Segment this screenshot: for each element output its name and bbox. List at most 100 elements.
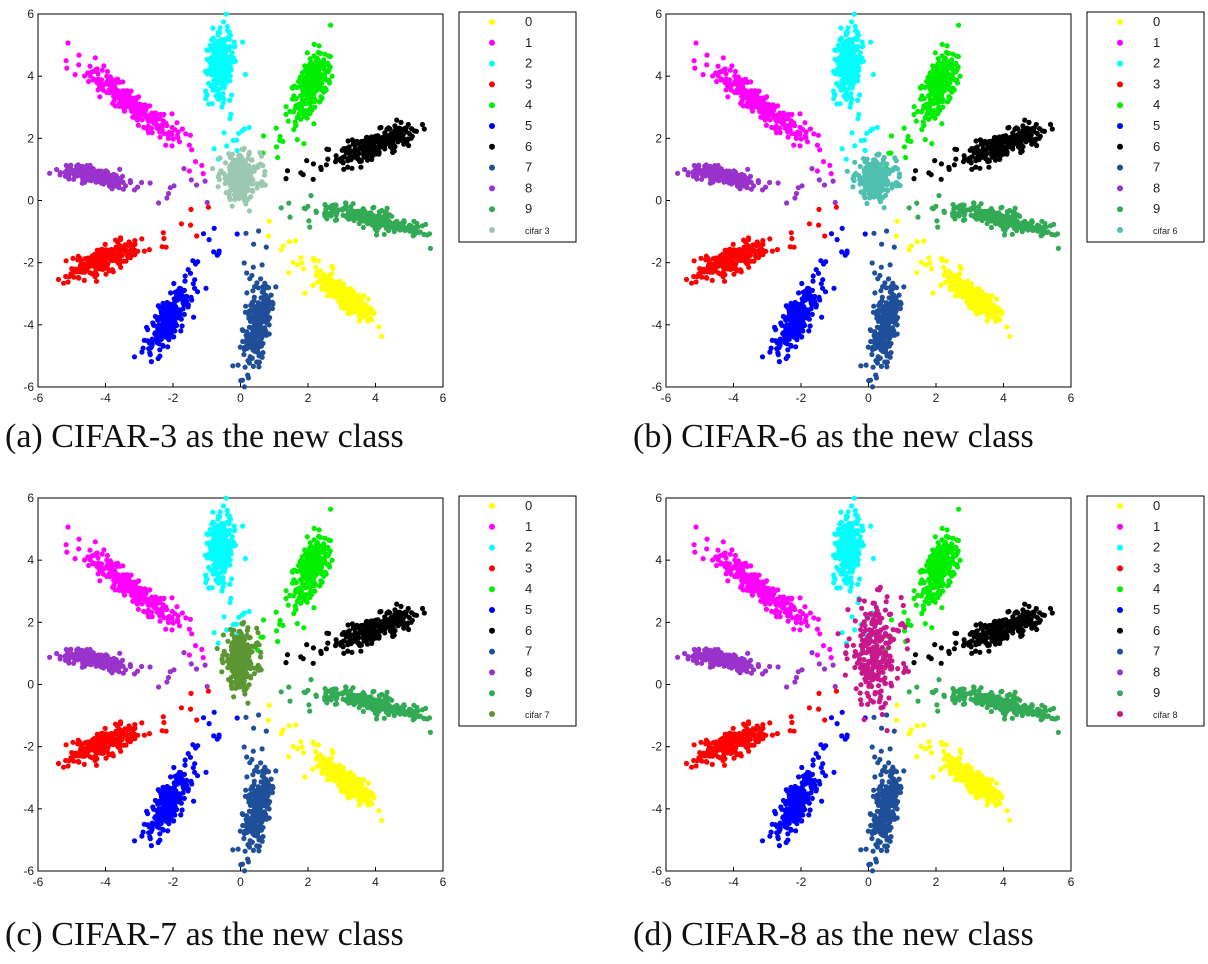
point-class-6 — [1000, 134, 1005, 139]
point-class-7 — [872, 290, 877, 295]
point-class-3 — [85, 264, 90, 269]
point-class-1 — [132, 103, 137, 108]
point-class-5 — [782, 330, 787, 335]
point-class-0 — [364, 303, 369, 308]
point-class-0 — [315, 280, 320, 285]
point-class-7 — [870, 345, 875, 350]
point-class-6 — [1020, 149, 1025, 154]
point-class-9 — [421, 232, 426, 237]
point-class-6 — [974, 149, 979, 154]
point-class-6 — [420, 122, 425, 127]
point-class-1 — [718, 77, 723, 82]
point-class-5 — [819, 315, 824, 320]
point-class-5 — [835, 237, 840, 242]
point-class-1 — [188, 133, 193, 138]
point-class-3 — [188, 207, 193, 212]
point-class-5 — [154, 330, 159, 335]
point-class-6 — [341, 146, 346, 151]
point-new-class — [230, 171, 235, 176]
point-class-8 — [189, 177, 194, 182]
point-class-3 — [684, 277, 689, 282]
point-class-4 — [930, 114, 935, 119]
point-class-1 — [136, 123, 141, 128]
point-class-3 — [741, 238, 746, 243]
point-class-6 — [409, 136, 414, 141]
point-class-1 — [124, 94, 129, 99]
point-class-9 — [333, 218, 338, 223]
point-class-4 — [914, 119, 919, 124]
point-class-6 — [1016, 144, 1021, 149]
point-class-2 — [229, 92, 234, 97]
point-class-1 — [161, 112, 166, 117]
point-class-9 — [381, 217, 386, 222]
point-class-7 — [273, 284, 278, 289]
point-class-1 — [113, 95, 118, 100]
point-class-7 — [243, 304, 248, 309]
point-class-7 — [236, 363, 241, 368]
point-class-5 — [779, 323, 784, 328]
point-class-3 — [731, 242, 736, 247]
point-class-7 — [891, 307, 896, 312]
legend-label: 3 — [525, 76, 532, 91]
point-class-4 — [316, 50, 321, 55]
point-class-5 — [777, 359, 782, 364]
point-class-6 — [952, 162, 957, 167]
point-class-7 — [884, 364, 889, 369]
point-class-4 — [933, 64, 938, 69]
point-class-1 — [99, 81, 104, 86]
point-class-1 — [166, 136, 171, 141]
point-class-7 — [869, 352, 874, 357]
point-class-5 — [157, 304, 162, 309]
point-class-4 — [296, 79, 301, 84]
point-class-3 — [118, 235, 123, 240]
point-class-2 — [235, 148, 240, 153]
point-class-8 — [139, 180, 144, 185]
point-class-2 — [206, 101, 211, 106]
point-class-1 — [692, 66, 697, 71]
y-tick-label: 6 — [27, 7, 34, 21]
point-class-1 — [715, 64, 720, 69]
point-class-2 — [211, 88, 216, 93]
point-class-7 — [884, 314, 889, 319]
point-class-2 — [850, 85, 855, 90]
point-class-2 — [834, 101, 839, 106]
point-class-0 — [958, 266, 963, 271]
point-class-7 — [260, 350, 265, 355]
point-class-7 — [251, 364, 256, 369]
point-class-3 — [822, 233, 827, 238]
point-class-2 — [219, 69, 224, 74]
point-class-5 — [785, 347, 790, 352]
point-class-7 — [261, 299, 266, 304]
point-class-7 — [241, 352, 246, 357]
point-class-6 — [370, 153, 375, 158]
point-class-6 — [398, 120, 403, 125]
point-class-2 — [849, 53, 854, 58]
point-class-4 — [955, 80, 960, 85]
point-class-7 — [256, 328, 261, 333]
point-class-4 — [929, 97, 934, 102]
point-class-3 — [763, 249, 768, 254]
point-class-5 — [212, 226, 217, 231]
point-class-4 — [923, 137, 928, 142]
point-class-6 — [1037, 136, 1042, 141]
point-class-9 — [411, 233, 416, 238]
point-class-7 — [244, 290, 249, 295]
point-class-0 — [298, 255, 303, 260]
point-class-5 — [806, 328, 811, 333]
point-class-5 — [799, 334, 804, 339]
point-class-5 — [817, 297, 822, 302]
point-class-7 — [266, 299, 271, 304]
point-class-2 — [219, 104, 224, 109]
point-class-4 — [949, 65, 954, 70]
point-class-0 — [974, 291, 979, 296]
point-class-0 — [345, 307, 350, 312]
point-class-3 — [117, 257, 122, 262]
y-tick-label: 4 — [27, 69, 34, 83]
point-class-4 — [301, 77, 306, 82]
point-class-1 — [101, 88, 106, 93]
point-class-3 — [689, 281, 694, 286]
point-class-7 — [878, 319, 883, 324]
point-class-4 — [304, 89, 309, 94]
point-class-5 — [191, 315, 196, 320]
point-class-5 — [170, 305, 175, 310]
